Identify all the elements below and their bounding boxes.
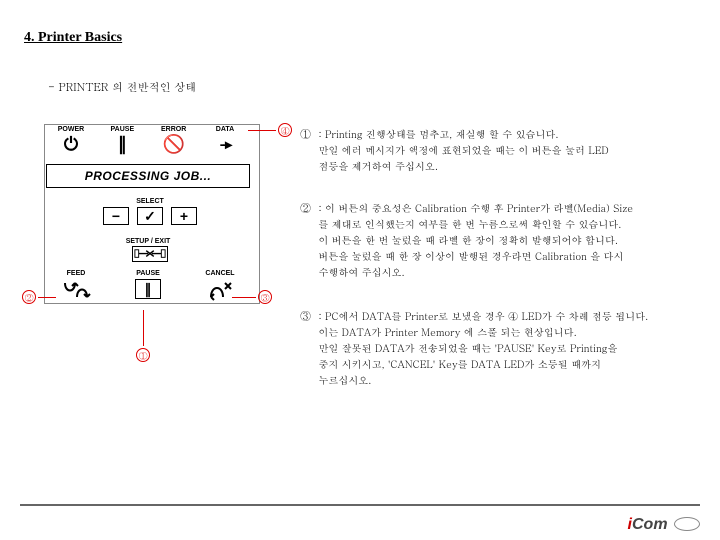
feed-label: FEED xyxy=(46,270,106,277)
note-2-body: : 이 버튼의 중요성은 Calibration 수행 후 Printer가 라… xyxy=(318,200,688,280)
note-1-body: : Printing 진행상태를 멈추고, 재실행 할 수 있습니다. 만일 에… xyxy=(318,126,688,174)
callout-3: ③ xyxy=(258,290,272,304)
cancel-icon xyxy=(205,279,235,301)
note-3-body: : PC에서 DATA를 Printer로 보냈을 경우 ④ LED가 수 차례… xyxy=(318,308,688,388)
arrow-2 xyxy=(38,297,56,298)
data-icon: --▸ xyxy=(200,133,250,157)
data-label: DATA xyxy=(200,126,250,133)
data-indicator: DATA --▸ xyxy=(200,126,250,157)
power-indicator: POWER ⏻ xyxy=(46,126,96,157)
indicator-row: POWER ⏻ PAUSE ∥ ERROR 🚫 DATA --▸ xyxy=(46,126,250,157)
pause-col: PAUSE ∥ xyxy=(118,270,178,301)
callout-1: ① xyxy=(136,348,150,362)
pause-btn-label: PAUSE xyxy=(118,270,178,277)
plus-button: + xyxy=(171,207,197,225)
arrow-4 xyxy=(248,130,276,131)
logo: iCom xyxy=(628,515,700,534)
minus-button: − xyxy=(103,207,129,225)
note-3-num: ③ xyxy=(300,308,311,326)
arrow-3 xyxy=(232,297,256,298)
bottom-row: FEED PAUSE ∥ CANCEL xyxy=(46,270,250,301)
setup-label: SETUP / EXIT xyxy=(46,238,250,245)
pause-button-icon: ∥ xyxy=(135,279,161,299)
note-1: ① : Printing 진행상태를 멈추고, 재실행 할 수 있습니다. 만일… xyxy=(300,126,700,174)
feed-icon xyxy=(61,279,91,301)
logo-com: Com xyxy=(632,516,668,533)
error-indicator: ERROR 🚫 xyxy=(149,126,199,157)
power-label: POWER xyxy=(46,126,96,133)
error-icon: 🚫 xyxy=(149,133,199,157)
footer-line xyxy=(20,504,700,506)
callout-4: ④ xyxy=(278,123,292,137)
check-button: ✓ xyxy=(137,207,163,225)
arrow-1 xyxy=(143,310,144,346)
pause-label: PAUSE xyxy=(97,126,147,133)
callout-2: ② xyxy=(22,290,36,304)
power-icon: ⏻ xyxy=(46,133,96,157)
setup-exit-icon xyxy=(132,246,168,262)
subtitle: - PRINTER 의 전반적인 상태 xyxy=(48,80,196,95)
cancel-label: CANCEL xyxy=(190,270,250,277)
printer-panel: POWER ⏻ PAUSE ∥ ERROR 🚫 DATA --▸ PROCESS… xyxy=(40,120,270,380)
select-row: SELECT − ✓ + xyxy=(70,198,230,225)
note-3: ③ : PC에서 DATA를 Printer로 보냈을 경우 ④ LED가 수 … xyxy=(300,308,700,388)
error-label: ERROR xyxy=(149,126,199,133)
note-1-num: ① xyxy=(300,126,311,144)
note-2: ② : 이 버튼의 중요성은 Calibration 수행 후 Printer가… xyxy=(300,200,700,280)
processing-bar: PROCESSING JOB... xyxy=(46,164,250,188)
logo-swoosh-icon xyxy=(674,517,700,531)
note-2-num: ② xyxy=(300,200,311,218)
select-label: SELECT xyxy=(70,198,230,205)
pause-icon: ∥ xyxy=(97,133,147,157)
section-title: 4. Printer Basics xyxy=(24,30,122,46)
pause-indicator: PAUSE ∥ xyxy=(97,126,147,157)
